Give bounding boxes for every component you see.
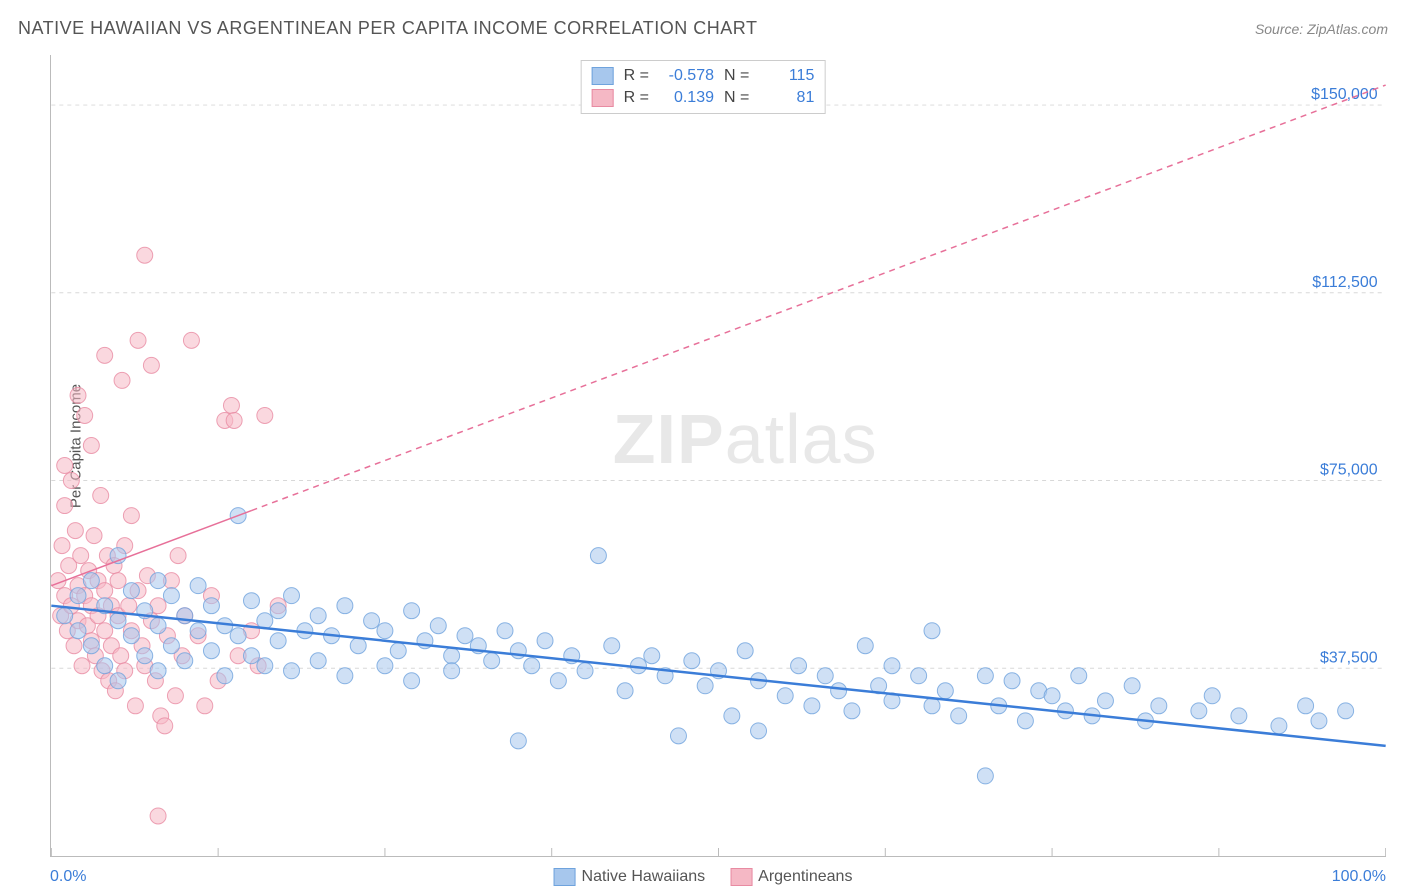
series2-name: Argentineans (758, 868, 852, 886)
r-value-2: 0.139 (659, 89, 714, 107)
stats-row-series2: R = 0.139 N = 81 (592, 87, 815, 109)
svg-text:$75,000: $75,000 (1320, 462, 1378, 479)
n-value-1: 115 (759, 67, 814, 85)
swatch-series1-bottom (554, 868, 576, 886)
swatch-series2-bottom (730, 868, 752, 886)
swatch-series1 (592, 67, 614, 85)
chart-title: NATIVE HAWAIIAN VS ARGENTINEAN PER CAPIT… (18, 18, 757, 39)
scatter-svg: $37,500$75,000$112,500$150,000 (51, 55, 1386, 856)
r-label: R = (624, 89, 649, 107)
n-label: N = (724, 89, 749, 107)
stats-legend-box: R = -0.578 N = 115 R = 0.139 N = 81 (581, 60, 826, 114)
x-axis-max-label: 100.0% (1332, 868, 1386, 886)
source-label: Source: ZipAtlas.com (1255, 21, 1388, 37)
series-legend: Native Hawaiians Argentineans (554, 868, 853, 886)
r-label: R = (624, 67, 649, 85)
legend-item-1: Native Hawaiians (554, 868, 706, 886)
r-value-1: -0.578 (659, 67, 714, 85)
series1-name: Native Hawaiians (582, 868, 706, 886)
chart-plot-area: $37,500$75,000$112,500$150,000 ZIPatlas (50, 55, 1386, 857)
legend-item-2: Argentineans (730, 868, 852, 886)
svg-text:$112,500: $112,500 (1312, 274, 1378, 291)
n-value-2: 81 (759, 89, 814, 107)
n-label: N = (724, 67, 749, 85)
stats-row-series1: R = -0.578 N = 115 (592, 65, 815, 87)
x-axis-min-label: 0.0% (50, 868, 86, 886)
swatch-series2 (592, 89, 614, 107)
svg-text:$37,500: $37,500 (1320, 649, 1378, 666)
